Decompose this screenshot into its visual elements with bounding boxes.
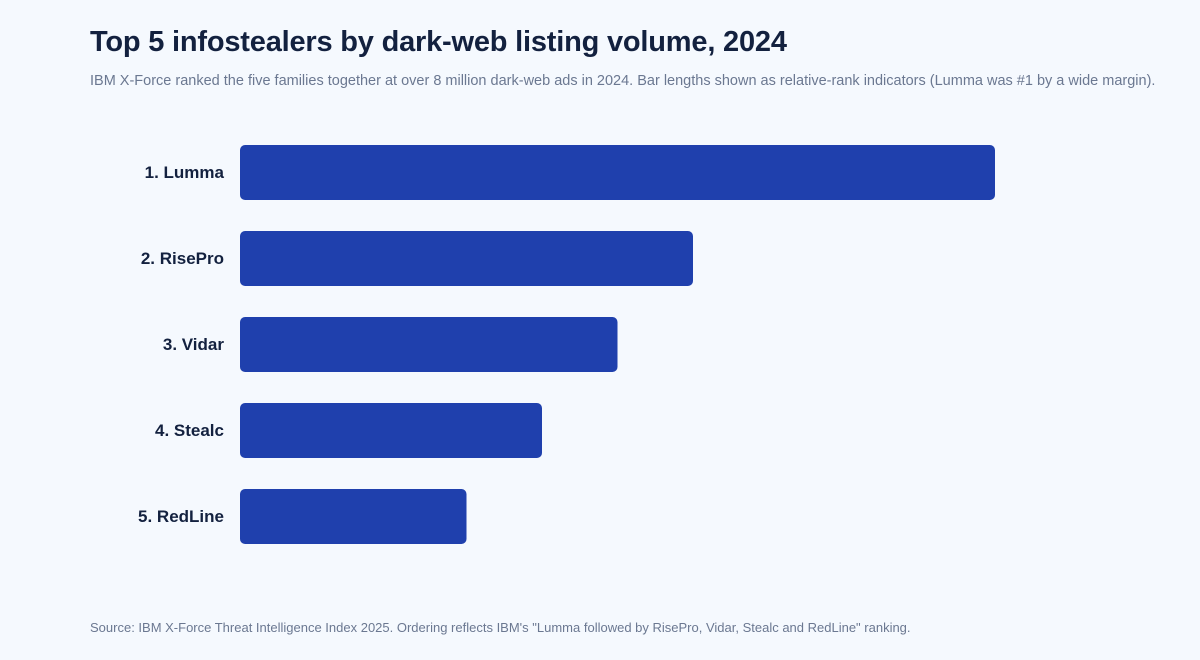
bar bbox=[240, 403, 542, 458]
category-label: 3. Vidar bbox=[163, 335, 224, 354]
bar bbox=[240, 231, 693, 286]
chart-title: Top 5 infostealers by dark-web listing v… bbox=[90, 26, 787, 58]
category-label: 1. Lumma bbox=[145, 163, 225, 182]
source-note: Source: IBM X-Force Threat Intelligence … bbox=[90, 620, 911, 635]
category-label: 4. Stealc bbox=[155, 421, 224, 440]
category-label: 5. RedLine bbox=[138, 507, 224, 526]
bar bbox=[240, 489, 467, 544]
category-label: 2. RisePro bbox=[141, 249, 224, 268]
chart-subtitle: IBM X-Force ranked the five families tog… bbox=[90, 73, 1156, 89]
bar bbox=[240, 145, 995, 200]
bar-chart: 1. Lumma 2. RisePro 3. Vidar 4. Stealc 5. Re… bbox=[138, 145, 995, 544]
bar bbox=[240, 317, 618, 372]
